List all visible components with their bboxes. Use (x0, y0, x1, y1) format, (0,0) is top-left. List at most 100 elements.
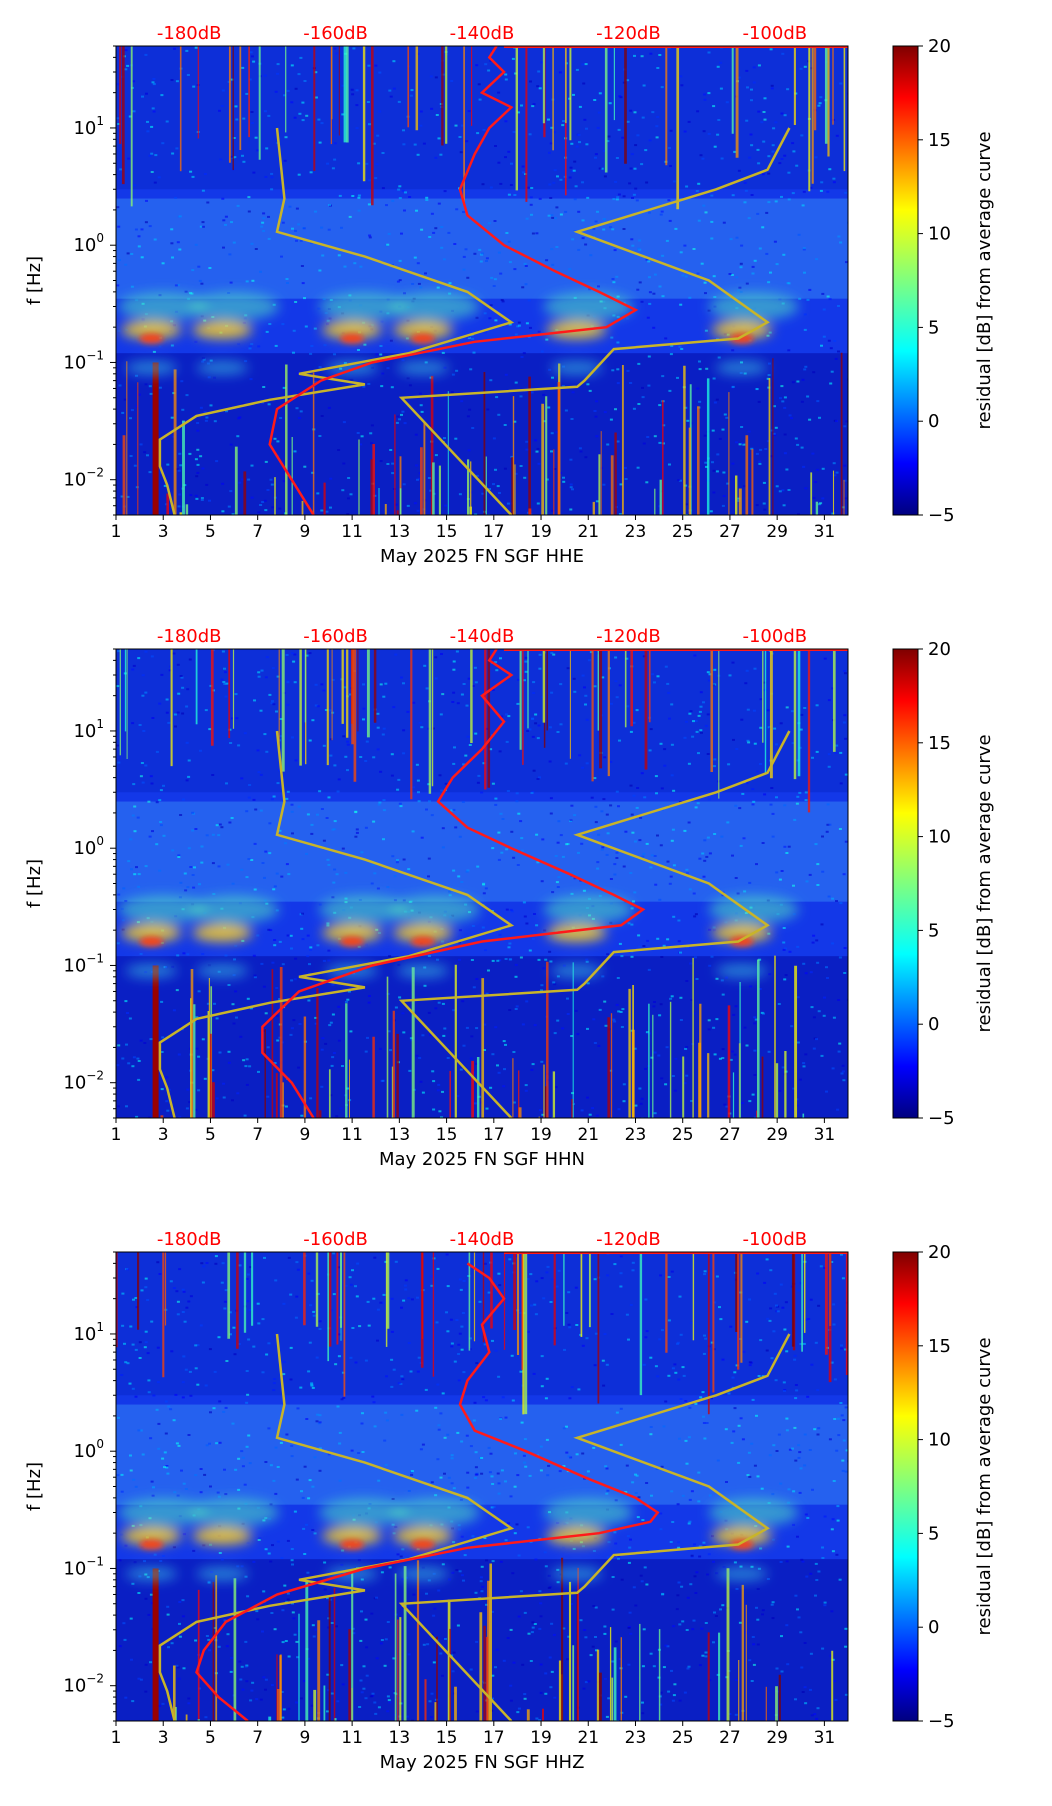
texture-cell (229, 155, 233, 158)
texture-cell (603, 1000, 607, 1003)
texture-cell (661, 295, 665, 298)
colorbar-tick-label: 0 (928, 1617, 939, 1638)
texture-cell (571, 1092, 574, 1095)
texture-cell (287, 1655, 291, 1658)
texture-cell (755, 388, 759, 390)
texture-cell (611, 369, 615, 372)
texture-cell (285, 797, 289, 800)
texture-cell (383, 1664, 387, 1667)
texture-cell (597, 285, 600, 288)
texture-cell (557, 876, 561, 879)
texture-cell (133, 464, 137, 467)
texture-cell (491, 1674, 495, 1677)
texture-cell (232, 1022, 236, 1025)
texture-cell (606, 832, 610, 835)
texture-cell (460, 693, 464, 696)
texture-cell (481, 926, 485, 929)
texture-cell (376, 887, 380, 890)
texture-cell (593, 410, 597, 412)
texture-cell (273, 437, 277, 440)
texture-cell (811, 1488, 814, 1491)
texture-cell (123, 398, 127, 401)
texture-cell (580, 842, 584, 845)
texture-cell (748, 1659, 752, 1662)
texture-cell (355, 89, 359, 92)
microseism-blobs (118, 895, 799, 978)
texture-cell (245, 1058, 249, 1061)
texture-cell (689, 962, 693, 965)
texture-cell (661, 375, 665, 378)
texture-cell (688, 888, 692, 891)
texture-cell (144, 691, 148, 694)
texture-cell (498, 959, 502, 962)
texture-cell (615, 157, 619, 159)
heatmap-area (116, 649, 848, 1118)
texture-cell (379, 460, 383, 462)
texture-cell (337, 778, 341, 781)
x-tick-label: 9 (299, 1125, 310, 1145)
texture-cell (137, 1677, 141, 1680)
texture-cell (148, 835, 152, 838)
texture-cell (301, 282, 305, 285)
texture-cell (382, 809, 386, 812)
texture-cell (228, 821, 232, 824)
texture-cell (355, 104, 359, 107)
texture-cell (581, 63, 585, 66)
texture-cell (152, 77, 156, 80)
texture-cell (526, 1278, 530, 1280)
texture-cell (130, 409, 134, 412)
texture-cell (626, 705, 630, 708)
texture-cell (146, 454, 149, 457)
texture-cell (739, 1565, 743, 1568)
texture-cell (666, 938, 670, 941)
texture-cell (787, 1488, 791, 1491)
texture-cell (640, 772, 644, 775)
texture-cell (548, 760, 552, 763)
texture-cell (121, 1292, 125, 1295)
texture-cell (241, 403, 245, 406)
microseism-event (322, 320, 383, 339)
texture-cell (313, 327, 317, 330)
texture-cell (452, 1651, 456, 1654)
texture-cell (618, 684, 622, 687)
texture-cell (439, 1476, 443, 1479)
texture-cell (241, 1465, 245, 1468)
texture-cell (178, 1116, 182, 1118)
texture-cell (268, 323, 272, 325)
y-axis-label: f [Hz] (24, 859, 45, 908)
texture-cell (209, 1411, 212, 1414)
texture-cell (130, 868, 133, 871)
texture-cell (499, 812, 503, 815)
texture-cell (487, 969, 490, 972)
texture-cell (240, 777, 244, 780)
texture-cell (305, 852, 308, 855)
texture-cell (669, 997, 673, 1000)
texture-cell (242, 160, 246, 163)
texture-cell (180, 380, 184, 383)
texture-cell (227, 1050, 231, 1053)
texture-cell (562, 1465, 566, 1468)
texture-cell (596, 867, 600, 870)
texture-cell (694, 719, 698, 722)
texture-cell (783, 406, 787, 409)
texture-cell (440, 653, 443, 655)
texture-cell (397, 1382, 401, 1385)
texture-cell (492, 1506, 496, 1509)
texture-cell (816, 961, 820, 964)
texture-cell (735, 236, 739, 239)
texture-cell (326, 858, 330, 861)
texture-cell (523, 1697, 527, 1700)
texture-cell (779, 1283, 783, 1286)
texture-cell (570, 1603, 574, 1605)
texture-cell (244, 1640, 248, 1643)
texture-cell (384, 1638, 388, 1641)
texture-cell (265, 750, 269, 753)
texture-cell (731, 462, 735, 465)
texture-cell (602, 483, 606, 486)
texture-cell (677, 1378, 681, 1381)
texture-cell (771, 1493, 775, 1496)
texture-cell (116, 942, 120, 945)
texture-cell (410, 89, 414, 92)
microseism-event (196, 963, 249, 978)
texture-cell (624, 478, 628, 480)
